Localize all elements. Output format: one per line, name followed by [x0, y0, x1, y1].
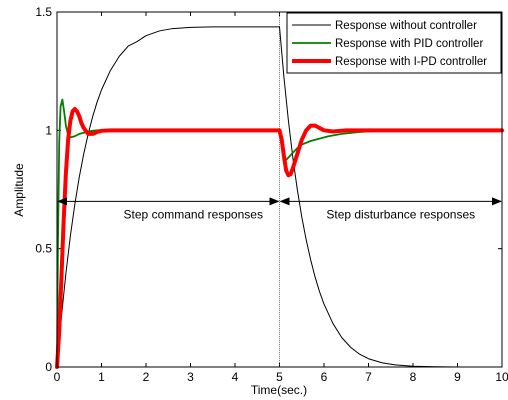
annotation-text-1: Step disturbance responses	[326, 207, 475, 221]
legend-label-2: Response with I-PD controller	[335, 56, 487, 68]
annotations: Step command responses Step disturbance r…	[57, 197, 502, 221]
x-tick-label: 9	[454, 370, 461, 384]
legend: Response without controller Response with…	[286, 12, 502, 74]
x-tick-label: 2	[143, 370, 150, 384]
annotation-text-0: Step command responses	[124, 207, 263, 221]
legend-label-0: Response without controller	[335, 20, 477, 32]
series-line-2	[55, 107, 504, 369]
series-group	[55, 26, 504, 369]
x-tick-label: 7	[365, 370, 372, 384]
legend-label-1: Response with PID controller	[335, 38, 483, 50]
x-tick-label: 0	[54, 370, 61, 384]
x-tick-label: 10	[495, 370, 508, 384]
y-tick-label: 0.5	[35, 242, 52, 256]
x-tick-label: 1	[98, 370, 105, 384]
x-tick-label: 6	[321, 370, 328, 384]
y-tick-label: 0	[45, 360, 52, 374]
x-tick-label: 4	[232, 370, 239, 384]
x-tick-label: 3	[187, 370, 194, 384]
y-tick-label: 1.5	[35, 5, 52, 19]
x-tick-label: 5	[276, 370, 283, 384]
series-line-0	[56, 26, 503, 368]
y-tick-label: 1	[45, 123, 52, 137]
x-tick-label: 8	[410, 370, 417, 384]
plot-frame	[56, 11, 503, 368]
y-axis-label: Amplitude	[12, 163, 26, 217]
x-axis-label: Time(sec.)	[251, 383, 307, 397]
